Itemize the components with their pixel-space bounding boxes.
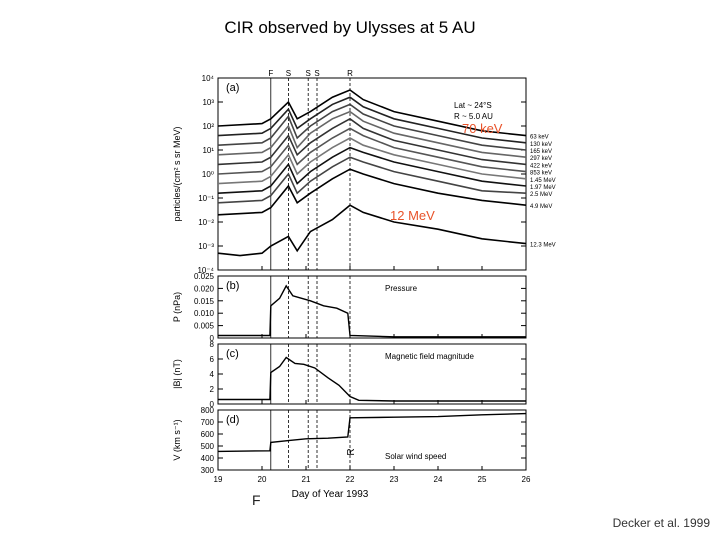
r-annotation: R: [346, 448, 357, 455]
page-title: CIR observed by Ulysses at 5 AU: [224, 18, 476, 37]
series-label-0: 63 keV: [530, 135, 549, 141]
panel-legend-d: Solar wind speed: [385, 452, 446, 461]
series-line-3: [217, 110, 527, 158]
y-tick-label-a: 10²: [202, 122, 214, 131]
series-label-7: 1.97 MeV: [530, 185, 556, 191]
y-tick-label-d: 800: [201, 406, 215, 415]
series-line-6: [217, 137, 527, 185]
series-label-9: 4.9 MeV: [530, 204, 552, 210]
x-tick-label: 22: [346, 475, 355, 484]
y-tick-label-d: 400: [201, 454, 215, 463]
x-tick-label: 21: [302, 475, 311, 484]
x-tick-label: 24: [434, 475, 443, 484]
series-line-9: [217, 168, 527, 216]
overlay-label-12mev: 12 MeV: [390, 208, 435, 223]
y-tick-label-b: 0.010: [194, 309, 215, 318]
series-label-4: 422 keV: [530, 163, 552, 169]
y-tick-label-d: 700: [201, 418, 215, 427]
panel-annotation-line: Lat ~ 24°S: [454, 101, 492, 110]
series-line-4: [217, 117, 527, 166]
series-label-3: 297 keV: [530, 156, 552, 162]
y-tick-label-c: 2: [210, 385, 215, 394]
y-tick-label-a: 10⁻⁴: [197, 266, 214, 275]
boundary-label-2: S: [306, 69, 311, 78]
x-tick-label: 23: [390, 475, 399, 484]
series-line-10: [217, 204, 527, 257]
y-tick-label-b: 0.025: [194, 272, 215, 281]
y-tick-label-a: 10¹: [202, 146, 214, 155]
series-label-10: 12.3 MeV: [530, 243, 556, 249]
y-tick-label-b: 0: [210, 334, 215, 343]
y-axis-label-c: |B| (nT): [172, 359, 182, 389]
panel-frame-b: [217, 275, 527, 339]
credit-text: Decker et al. 1999: [612, 516, 710, 530]
x-tick-label: 19: [214, 475, 223, 484]
overlay-label-f: F: [252, 492, 261, 508]
x-tick-label: 20: [258, 475, 267, 484]
panel-line-b: [218, 284, 526, 338]
y-tick-label-c: 6: [210, 355, 215, 364]
series-line-8: [217, 156, 527, 204]
panel-line-c: [218, 356, 526, 402]
panel-tag-c: (c): [226, 348, 239, 360]
panel-frame-c: [217, 343, 527, 405]
boundary-label-0: F: [268, 69, 273, 78]
y-tick-label-a: 10⁻¹: [198, 194, 214, 203]
y-tick-label-b: 0.015: [194, 297, 215, 306]
x-tick-label: 26: [522, 475, 531, 484]
series-label-1: 130 keV: [530, 142, 552, 148]
series-line-1: [217, 96, 527, 144]
series-label-8: 2.5 MeV: [530, 192, 552, 198]
series-line-0: [217, 89, 527, 137]
y-tick-label-c: 8: [210, 340, 215, 349]
y-tick-label-a: 10⁻³: [198, 242, 214, 251]
panel-tag-b: (b): [226, 280, 239, 292]
x-axis-label: Day of Year 1993: [292, 489, 369, 500]
panel-annotation-line: R ~ 5.0 AU: [454, 112, 493, 121]
y-tick-label-b: 0.020: [194, 284, 215, 293]
y-tick-label-d: 600: [201, 430, 215, 439]
series-line-7: [217, 146, 527, 194]
series-label-6: 1.45 MeV: [530, 178, 556, 184]
y-tick-label-c: 0: [210, 400, 215, 409]
y-axis-label-b: P (nPa): [172, 292, 182, 322]
y-tick-label-b: 0.005: [194, 322, 215, 331]
panel-tag-d: (d): [226, 414, 239, 426]
boundary-label-1: S: [286, 69, 291, 78]
series-line-2: [217, 103, 527, 151]
panel-frame-d: [217, 409, 527, 471]
y-axis-label-d: V (km s⁻¹): [172, 419, 182, 460]
y-tick-label-a: 10⁴: [202, 74, 215, 83]
panel-tag-a: (a): [226, 82, 239, 94]
y-tick-label-a: 10³: [202, 98, 214, 107]
series-label-5: 853 keV: [530, 171, 552, 177]
y-axis-label-a: particles/(cm² s sr MeV): [172, 126, 182, 221]
y-tick-label-a: 10⁰: [202, 170, 214, 179]
y-tick-label-d: 300: [201, 466, 215, 475]
boundary-label-4: R: [347, 69, 353, 78]
panel-legend-c: Magnetic field magnitude: [385, 352, 474, 361]
y-tick-label-a: 10⁻²: [198, 218, 214, 227]
series-line-5: [217, 127, 527, 175]
y-tick-label-d: 500: [201, 442, 215, 451]
boundary-label-3: S: [314, 69, 319, 78]
overlay-label-70kev: 70 keV: [462, 121, 503, 136]
x-tick-label: 25: [478, 475, 487, 484]
y-tick-label-c: 4: [210, 370, 215, 379]
panel-line-d: [217, 412, 527, 453]
series-label-2: 165 keV: [530, 149, 552, 155]
panel-legend-b: Pressure: [385, 284, 418, 293]
